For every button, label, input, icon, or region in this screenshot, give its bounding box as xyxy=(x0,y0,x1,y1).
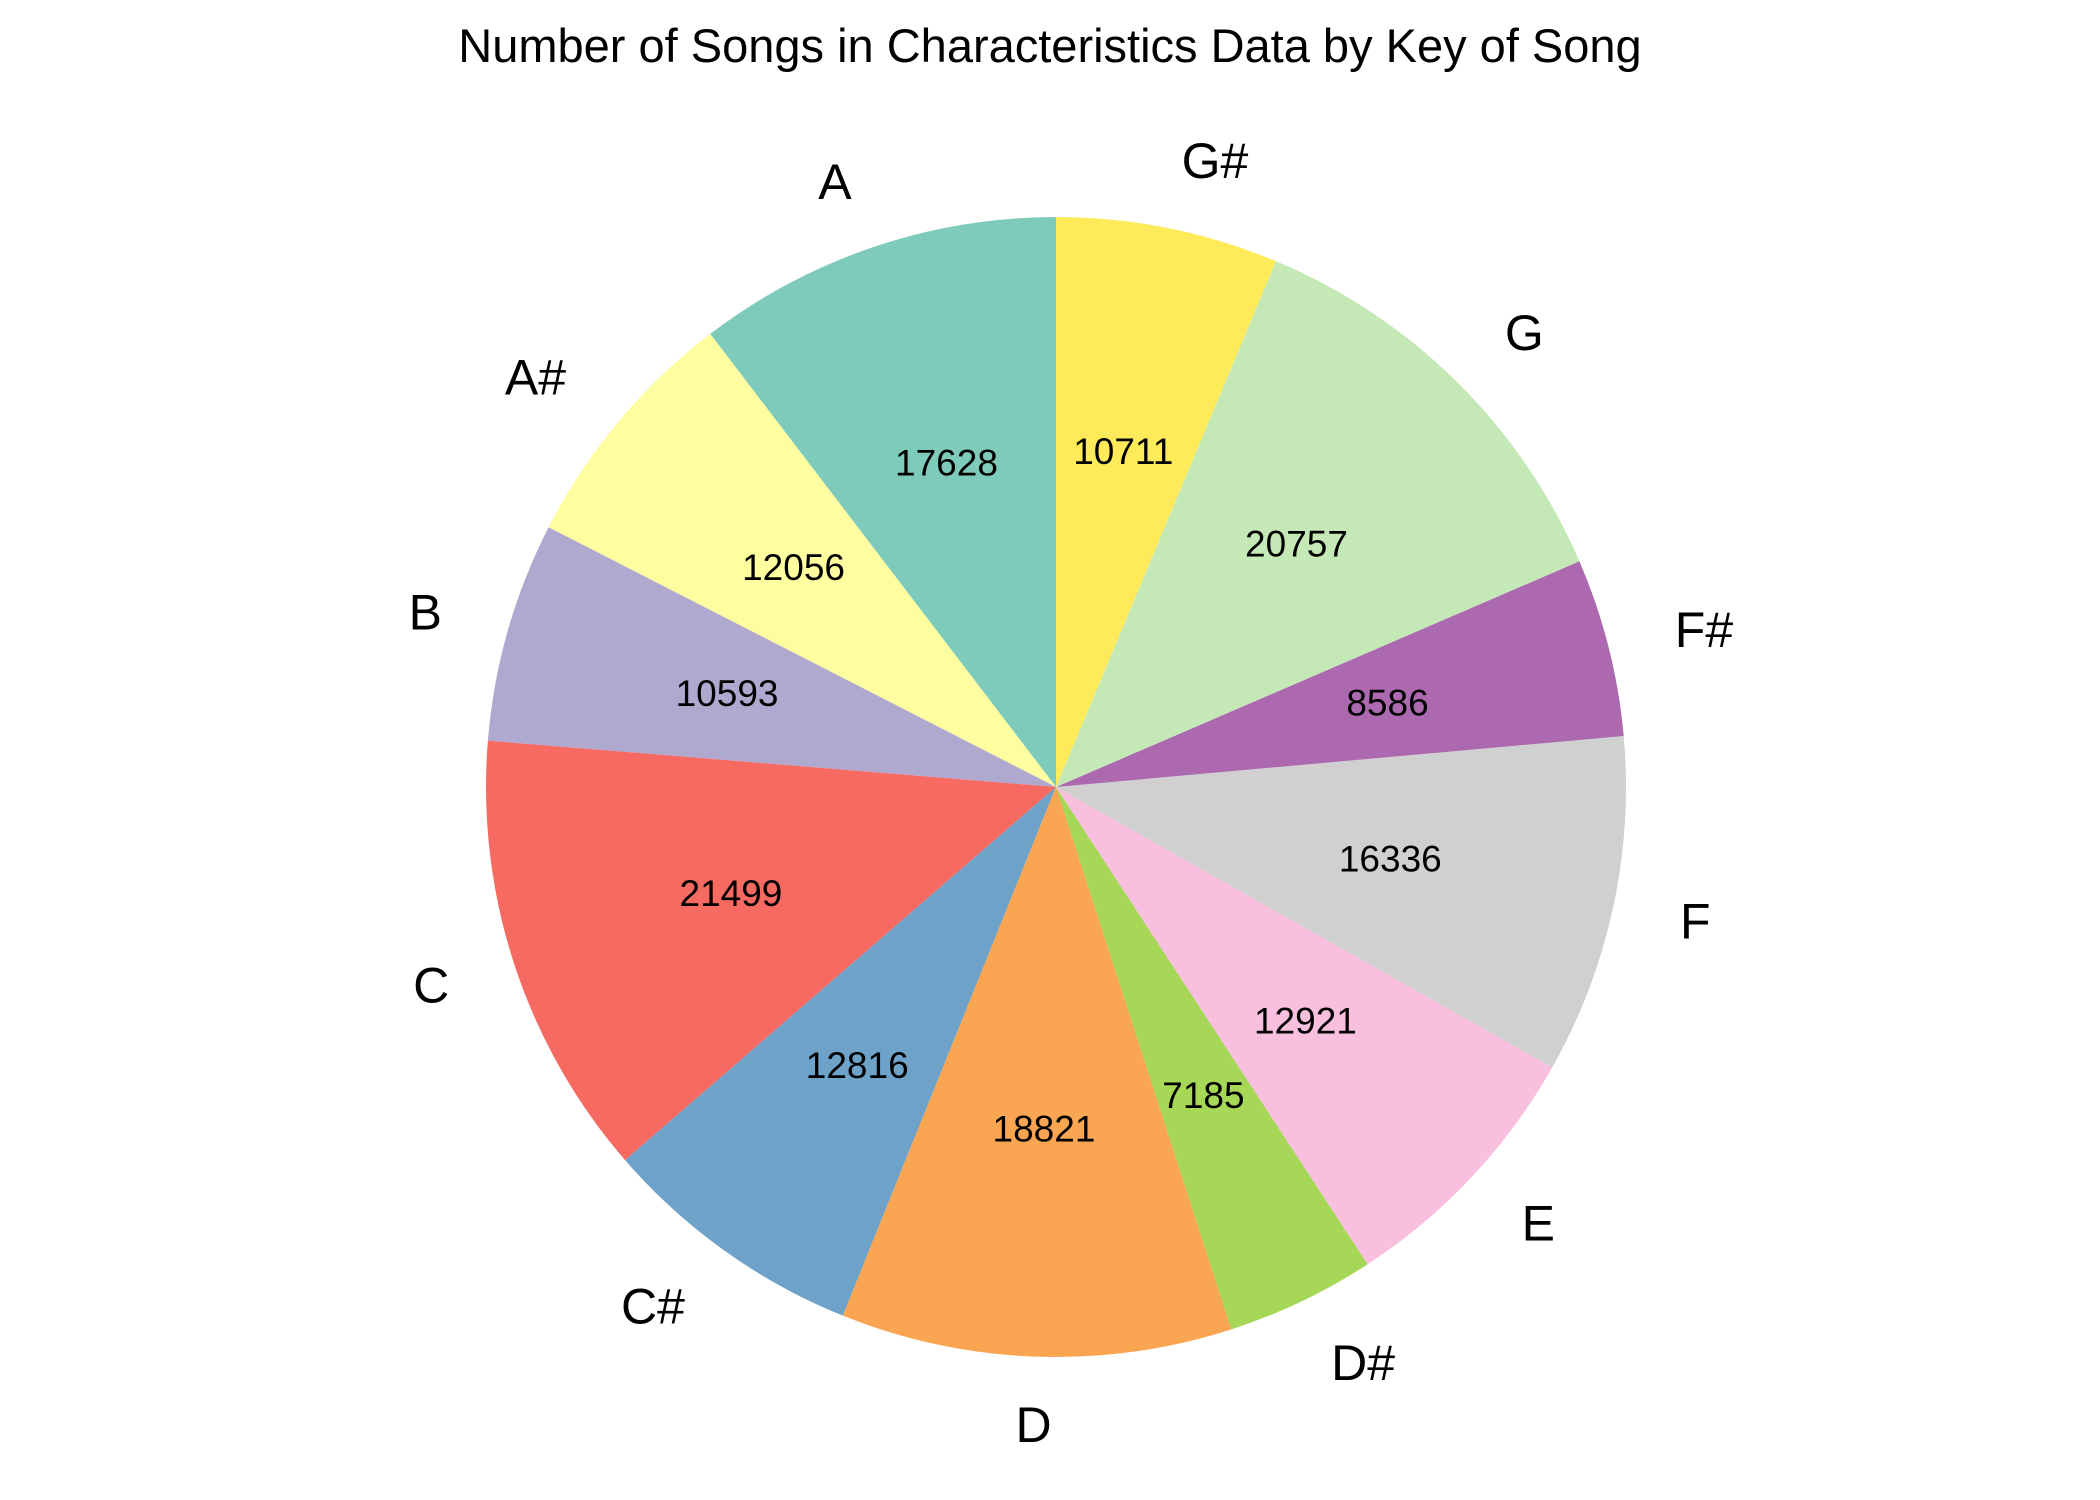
value-label-f: 16336 xyxy=(1339,839,1442,880)
pie-slices xyxy=(486,217,1626,1357)
value-label-g-sharp: 10711 xyxy=(1073,431,1173,472)
category-label-g: G xyxy=(1505,305,1544,361)
pie-slice-b xyxy=(487,527,1056,787)
value-label-f-sharp: 8586 xyxy=(1346,682,1428,723)
value-label-c-sharp: 12816 xyxy=(806,1045,909,1086)
value-label-d-sharp: 7185 xyxy=(1162,1075,1244,1116)
chart-title: Number of Songs in Characteristics Data … xyxy=(458,19,1642,72)
category-label-g-sharp: G# xyxy=(1182,133,1249,189)
value-label-d: 18821 xyxy=(993,1108,1096,1149)
pie-slice-f xyxy=(1056,735,1626,1068)
category-label-c-sharp: C# xyxy=(621,1279,685,1335)
pie-slice-c-sharp xyxy=(625,787,1056,1316)
pie-category-labels: A A# B C C# D D# E F F# G G# xyxy=(409,133,1734,1453)
category-label-c: C xyxy=(413,957,449,1013)
category-label-d-sharp: D# xyxy=(1331,1335,1395,1391)
pie-slice-e xyxy=(1056,787,1553,1265)
pie-slice-a-sharp xyxy=(548,333,1056,787)
category-label-a: A xyxy=(818,154,852,210)
category-label-b: B xyxy=(409,584,442,640)
value-label-b: 10593 xyxy=(676,673,779,714)
pie-slice-d-sharp xyxy=(1056,787,1368,1330)
value-label-a: 17628 xyxy=(895,443,998,484)
pie-slice-g xyxy=(1056,261,1580,787)
value-label-e: 12921 xyxy=(1254,1000,1357,1041)
category-label-f: F xyxy=(1680,894,1711,950)
pie-slice-c xyxy=(486,740,1056,1161)
value-label-a-sharp: 12056 xyxy=(742,547,845,588)
pie-slice-d xyxy=(842,787,1232,1357)
pie-slice-f-sharp xyxy=(1056,561,1624,787)
category-label-d: D xyxy=(1015,1397,1051,1453)
pie-slice-a xyxy=(710,217,1056,787)
value-label-c: 21499 xyxy=(680,873,783,914)
value-label-g: 20757 xyxy=(1245,523,1348,564)
pie-slice-g-sharp xyxy=(1056,217,1276,787)
category-label-a-sharp: A# xyxy=(505,350,566,406)
category-label-f-sharp: F# xyxy=(1675,602,1734,658)
category-label-e: E xyxy=(1522,1196,1555,1252)
